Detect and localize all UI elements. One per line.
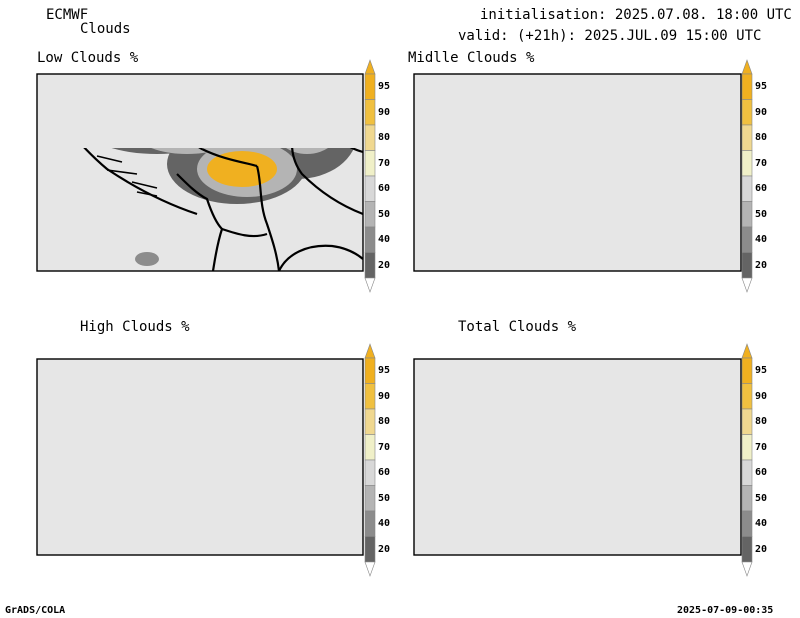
colorbar-segment — [364, 150, 376, 177]
colorbar-segment — [741, 226, 753, 253]
colorbar-tick-label: 50 — [378, 492, 391, 504]
colorbar-segment — [741, 175, 753, 202]
colorbar-segment — [741, 201, 753, 228]
colorbar-top-arrow — [741, 343, 753, 359]
colorbar-tick-label: 20 — [378, 259, 391, 271]
colorbar-tick-label: 70 — [378, 157, 391, 169]
colorbar-bottom-arrow — [741, 277, 753, 293]
colorbar-tick-label: 90 — [378, 106, 391, 118]
colorbar-tick-label: 95 — [755, 365, 768, 376]
colorbar-segment — [364, 226, 376, 253]
panel-title-low-clouds: Low Clouds % — [37, 50, 139, 66]
colorbar-tick-label: 70 — [755, 441, 768, 453]
footer-software: GrADS/COLA — [5, 605, 66, 616]
colorbar-tick-label: 50 — [755, 208, 768, 220]
colorbar-tick-label: 70 — [378, 441, 391, 453]
colorbar-segment — [364, 459, 376, 486]
colorbar-segment — [741, 510, 753, 537]
colorbar-tick-label: 90 — [755, 390, 768, 402]
colorbar-segment — [741, 99, 753, 126]
valid-time-label: valid: (+21h): 2025.JUL.09 15:00 UTC — [458, 28, 762, 44]
colorbar-segment — [741, 73, 753, 100]
colorbar-top-arrow — [741, 59, 753, 75]
colorbar-tick-label: 95 — [755, 81, 768, 92]
colorbar-tick-label: 40 — [755, 234, 768, 245]
map-middle-clouds — [413, 73, 742, 272]
colorbar-tick-label: 20 — [755, 543, 768, 555]
colorbar-tick-label: 70 — [755, 157, 768, 169]
colorbar-bottom-arrow — [364, 277, 376, 293]
colorbar-segment — [741, 408, 753, 435]
colorbar-segment — [364, 252, 376, 279]
colorbar-segment — [364, 408, 376, 435]
colorbar-segment — [741, 434, 753, 461]
colorbar-tick-label: 80 — [378, 132, 391, 143]
colorbar-tick-label: 60 — [378, 183, 391, 194]
colorbar-tick-label: 20 — [755, 259, 768, 271]
colorbar-segment — [741, 459, 753, 486]
colorbar-tick-label: 20 — [378, 543, 391, 555]
product-label: Clouds — [80, 21, 131, 37]
colorbar-tick-label: 95 — [378, 365, 391, 376]
initialisation-label: initialisation: 2025.07.08. 18:00 UTC — [480, 7, 792, 23]
colorbar-tick-label: 40 — [755, 518, 768, 529]
colorbar-tick-label: 90 — [755, 106, 768, 118]
colorbar-tick-label: 90 — [378, 390, 391, 402]
colorbar-segment — [364, 434, 376, 461]
colorbar-segment — [364, 124, 376, 151]
colorbar-segment — [741, 124, 753, 151]
colorbar-tick-label: 60 — [755, 183, 768, 194]
colorbar-tick-label: 80 — [755, 132, 768, 143]
colorbar-segment — [364, 99, 376, 126]
colorbar-segment — [741, 150, 753, 177]
colorbar-tick-label: 95 — [378, 81, 391, 92]
colorbar-segment — [364, 175, 376, 202]
colorbar-segment — [364, 383, 376, 410]
colorbar-tick-label: 50 — [378, 208, 391, 220]
colorbar-tick-label: 40 — [378, 234, 391, 245]
colorbar-segment — [741, 357, 753, 384]
model-label: ECMWF — [46, 7, 89, 23]
map-high-clouds — [36, 358, 364, 556]
colorbar-bottom-arrow — [364, 561, 376, 577]
colorbar-tick-label: 80 — [755, 416, 768, 427]
panel-title-high-clouds: High Clouds % — [80, 319, 190, 335]
map-low-clouds — [36, 73, 365, 273]
colorbar-segment — [741, 536, 753, 563]
panel-title-middle-clouds: Midlle Clouds % — [408, 50, 535, 66]
colorbar-segment — [364, 73, 376, 100]
colorbar-segment — [741, 383, 753, 410]
footer-timestamp: 2025-07-09-00:35 — [677, 605, 774, 616]
colorbar-tick-label: 40 — [378, 518, 391, 529]
colorbar-top-arrow — [364, 343, 376, 359]
colorbar-tick-label: 80 — [378, 416, 391, 427]
colorbar-tick-label: 60 — [378, 467, 391, 478]
colorbar-segment — [364, 485, 376, 512]
panel-title-total-clouds: Total Clouds % — [458, 319, 577, 335]
map-total-clouds — [413, 358, 742, 556]
colorbar-segment — [741, 485, 753, 512]
colorbar-segment — [741, 252, 753, 279]
colorbar-bottom-arrow — [741, 561, 753, 577]
colorbar-segment — [364, 536, 376, 563]
colorbar-segment — [364, 510, 376, 537]
colorbar-tick-label: 60 — [755, 467, 768, 478]
colorbars — [364, 59, 753, 577]
colorbar-tick-label: 50 — [755, 492, 768, 504]
colorbar-segment — [364, 357, 376, 384]
colorbar-top-arrow — [364, 59, 376, 75]
colorbar-segment — [364, 201, 376, 228]
